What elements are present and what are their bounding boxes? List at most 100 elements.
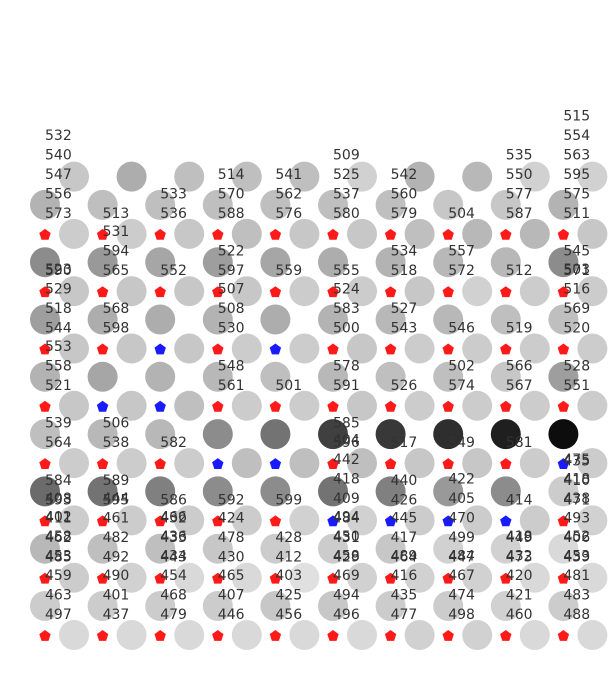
point-label: 535 (506, 147, 533, 163)
point-label: 473 (506, 550, 533, 566)
point-labels-layer: 4974634594534584024374014904794684544344… (45, 108, 590, 623)
shaded-circle (490, 247, 521, 278)
red-pentagon-marker (39, 400, 51, 412)
shaded-circle (462, 448, 493, 479)
shaded-circle (404, 505, 435, 536)
point-label: 421 (506, 588, 533, 604)
shaded-circle (519, 390, 550, 421)
red-pentagon-marker (212, 228, 224, 240)
red-pentagon-marker (212, 515, 224, 527)
point-label: 444 (103, 491, 130, 507)
point-label: 481 (563, 568, 590, 584)
shaded-circle (375, 189, 406, 220)
point-label: 521 (45, 378, 72, 394)
red-pentagon-marker (212, 286, 224, 298)
point-label: 577 (506, 186, 533, 202)
point-label: 541 (275, 167, 302, 183)
shaded-circle (260, 247, 291, 278)
point-label: 530 (218, 321, 245, 337)
point-label: 523 (45, 262, 72, 278)
shaded-circle (30, 591, 60, 621)
point-label: 567 (506, 378, 533, 394)
red-pentagon-marker (39, 286, 51, 298)
point-label: 446 (218, 607, 245, 623)
red-pentagon-marker (327, 400, 339, 412)
point-label: 485 (45, 550, 72, 566)
shaded-circle (202, 476, 233, 507)
red-pentagon-marker (269, 286, 282, 298)
point-label: 418 (563, 472, 590, 488)
point-label: 526 (391, 378, 418, 394)
shaded-circle (490, 189, 521, 220)
red-pentagon-marker (384, 286, 397, 298)
point-label: 532 (45, 128, 72, 144)
red-pentagon-marker (442, 286, 454, 298)
red-pentagon-marker (500, 343, 512, 355)
shaded-circle (347, 390, 377, 421)
shaded-circle (30, 361, 60, 392)
point-label: 474 (448, 588, 475, 604)
red-pentagon-marker (269, 572, 282, 584)
point-label: 597 (218, 263, 245, 279)
shaded-circle (202, 247, 233, 278)
point-label: 406 (563, 530, 590, 546)
red-pentagon-marker (154, 630, 166, 641)
red-pentagon-marker (384, 400, 397, 412)
red-pentagon-marker (96, 458, 109, 469)
point-label: 575 (563, 186, 590, 202)
shaded-circle (490, 304, 521, 335)
shaded-circle (260, 189, 291, 220)
shaded-circle (174, 448, 205, 479)
point-label: 462 (45, 530, 72, 546)
point-label: 456 (275, 607, 302, 623)
shaded-circle (404, 218, 435, 249)
point-label: 435 (391, 588, 418, 604)
shaded-circle (519, 161, 550, 192)
red-pentagon-marker (327, 458, 339, 469)
red-pentagon-marker (154, 286, 166, 298)
shaded-circle (548, 247, 579, 278)
point-label: 432 (160, 511, 187, 527)
point-label: 592 (218, 492, 245, 508)
shaded-circle (375, 533, 406, 564)
shaded-circle (174, 620, 205, 650)
point-label: 545 (563, 244, 590, 260)
point-label: 420 (506, 568, 533, 584)
point-label: 586 (160, 492, 187, 508)
red-pentagon-marker (442, 458, 454, 469)
point-label: 587 (506, 206, 533, 222)
shaded-circle (145, 476, 176, 507)
shaded-circle (318, 476, 348, 507)
point-label: 509 (333, 147, 360, 163)
point-label: 549 (448, 435, 475, 451)
shaded-circle (375, 476, 406, 507)
red-pentagon-marker (442, 630, 454, 641)
shaded-circle (519, 562, 550, 593)
point-label: 574 (448, 378, 475, 394)
point-label: 403 (275, 568, 302, 584)
point-label: 470 (448, 511, 475, 527)
point-label: 599 (275, 492, 302, 508)
shaded-circle (519, 505, 550, 536)
shaded-circle (318, 533, 348, 564)
point-label: 468 (160, 588, 187, 604)
point-label: 499 (448, 530, 475, 546)
point-label: 432 (506, 549, 533, 565)
red-pentagon-marker (39, 572, 51, 584)
point-label: 553 (45, 339, 72, 355)
point-label: 506 (103, 416, 130, 432)
red-pentagon-marker (500, 458, 512, 469)
point-label: 524 (333, 282, 360, 298)
point-label: 430 (218, 550, 245, 566)
point-label: 527 (391, 301, 418, 317)
shaded-circle (87, 591, 118, 621)
point-label: 426 (391, 492, 418, 508)
point-label: 533 (160, 186, 187, 202)
point-label: 507 (218, 282, 245, 298)
point-label: 548 (218, 358, 245, 374)
point-label: 490 (103, 568, 130, 584)
point-label: 416 (391, 568, 418, 584)
blue-pentagon-marker (269, 458, 282, 469)
shaded-circle (462, 505, 493, 536)
point-label: 404 (333, 433, 360, 449)
